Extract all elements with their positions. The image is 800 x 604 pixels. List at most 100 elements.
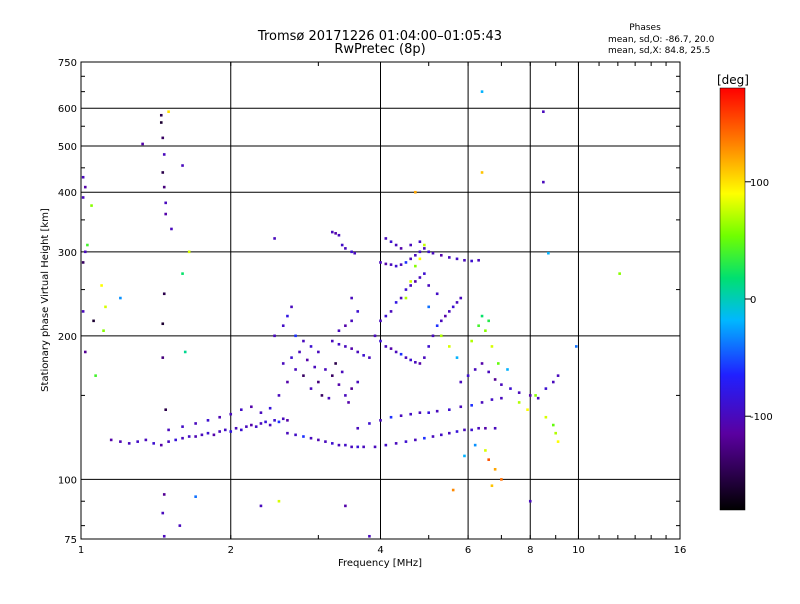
data-point bbox=[447, 310, 451, 313]
data-point bbox=[170, 227, 173, 231]
data-point bbox=[350, 250, 353, 254]
data-point bbox=[414, 360, 417, 364]
data-point bbox=[517, 391, 521, 394]
data-point bbox=[477, 426, 480, 430]
y-tick-label: 75 bbox=[64, 535, 77, 546]
data-point bbox=[470, 339, 473, 343]
data-point bbox=[409, 412, 412, 416]
data-point bbox=[259, 411, 263, 414]
data-point bbox=[409, 284, 412, 287]
data-point bbox=[409, 257, 412, 261]
data-point bbox=[435, 409, 439, 413]
data-point bbox=[302, 435, 305, 438]
data-point bbox=[164, 201, 167, 205]
data-point bbox=[330, 442, 334, 445]
data-point bbox=[409, 358, 412, 362]
data-point bbox=[119, 440, 122, 443]
data-point bbox=[90, 204, 93, 207]
x-tick-label: 16 bbox=[674, 545, 687, 556]
data-point bbox=[356, 426, 360, 430]
x-axis-label: Frequency [MHz] bbox=[338, 558, 422, 569]
data-point bbox=[229, 430, 233, 433]
data-point bbox=[368, 356, 371, 359]
data-point bbox=[554, 431, 557, 435]
data-point bbox=[409, 280, 412, 283]
data-point bbox=[181, 272, 184, 275]
data-point bbox=[466, 374, 470, 377]
data-point bbox=[444, 314, 447, 318]
data-point bbox=[320, 394, 324, 397]
chart-title: Tromsø 20171226 01:04:00–01:05:43 bbox=[257, 29, 502, 44]
data-point bbox=[305, 358, 309, 362]
data-point bbox=[83, 185, 87, 189]
data-point bbox=[161, 136, 165, 140]
data-point bbox=[373, 445, 377, 449]
data-point bbox=[324, 368, 327, 371]
data-point bbox=[302, 339, 305, 343]
data-point bbox=[298, 350, 301, 354]
data-point bbox=[187, 435, 191, 438]
data-point bbox=[484, 426, 487, 430]
data-point bbox=[239, 428, 243, 432]
data-point bbox=[427, 284, 431, 287]
data-point bbox=[528, 499, 532, 503]
data-point bbox=[281, 417, 285, 421]
data-point bbox=[574, 345, 578, 348]
data-point bbox=[294, 368, 297, 371]
data-point bbox=[281, 324, 285, 328]
data-point bbox=[463, 258, 466, 262]
data-point bbox=[423, 436, 426, 440]
data-point bbox=[127, 442, 131, 445]
data-point bbox=[347, 401, 350, 404]
y-tick-label: 300 bbox=[58, 248, 77, 259]
data-point bbox=[509, 387, 512, 390]
data-point bbox=[480, 401, 484, 404]
data-point bbox=[384, 237, 388, 240]
data-point bbox=[94, 374, 97, 377]
data-point bbox=[389, 347, 393, 350]
data-point bbox=[379, 261, 382, 264]
data-point bbox=[399, 352, 403, 356]
data-point bbox=[161, 171, 165, 174]
data-point bbox=[162, 153, 166, 156]
data-point bbox=[409, 243, 412, 247]
data-point bbox=[384, 443, 388, 447]
data-point bbox=[273, 334, 276, 338]
data-point bbox=[379, 339, 382, 343]
data-point bbox=[477, 258, 480, 262]
x-tick-label: 10 bbox=[572, 545, 585, 556]
data-point bbox=[542, 110, 545, 114]
data-point bbox=[427, 250, 431, 254]
x-tick-label: 8 bbox=[527, 545, 533, 556]
data-point bbox=[431, 435, 435, 438]
data-point bbox=[181, 436, 184, 440]
phases-x-stats: mean, sd,X: 84.8, 25.5 bbox=[608, 46, 710, 56]
data-point bbox=[423, 272, 426, 275]
colorbar-tick-label: -100 bbox=[750, 412, 773, 423]
data-point bbox=[286, 314, 289, 318]
data-point bbox=[399, 296, 403, 300]
data-point bbox=[439, 433, 443, 437]
data-point bbox=[337, 342, 341, 346]
data-point bbox=[427, 345, 431, 348]
data-point bbox=[254, 425, 258, 428]
data-point bbox=[344, 504, 347, 508]
data-point bbox=[200, 433, 204, 437]
data-point bbox=[551, 423, 555, 427]
data-point bbox=[350, 387, 353, 390]
data-point bbox=[159, 121, 163, 124]
data-point bbox=[459, 296, 463, 300]
data-point bbox=[159, 443, 163, 447]
data-point bbox=[490, 398, 494, 401]
data-point bbox=[317, 350, 320, 354]
data-point bbox=[159, 113, 163, 117]
y-tick-label: 600 bbox=[58, 104, 77, 115]
y-tick-label: 100 bbox=[58, 475, 77, 486]
data-point bbox=[81, 175, 85, 179]
data-point bbox=[447, 345, 451, 348]
data-point bbox=[290, 356, 293, 359]
data-point bbox=[404, 296, 408, 300]
data-point bbox=[536, 396, 540, 400]
